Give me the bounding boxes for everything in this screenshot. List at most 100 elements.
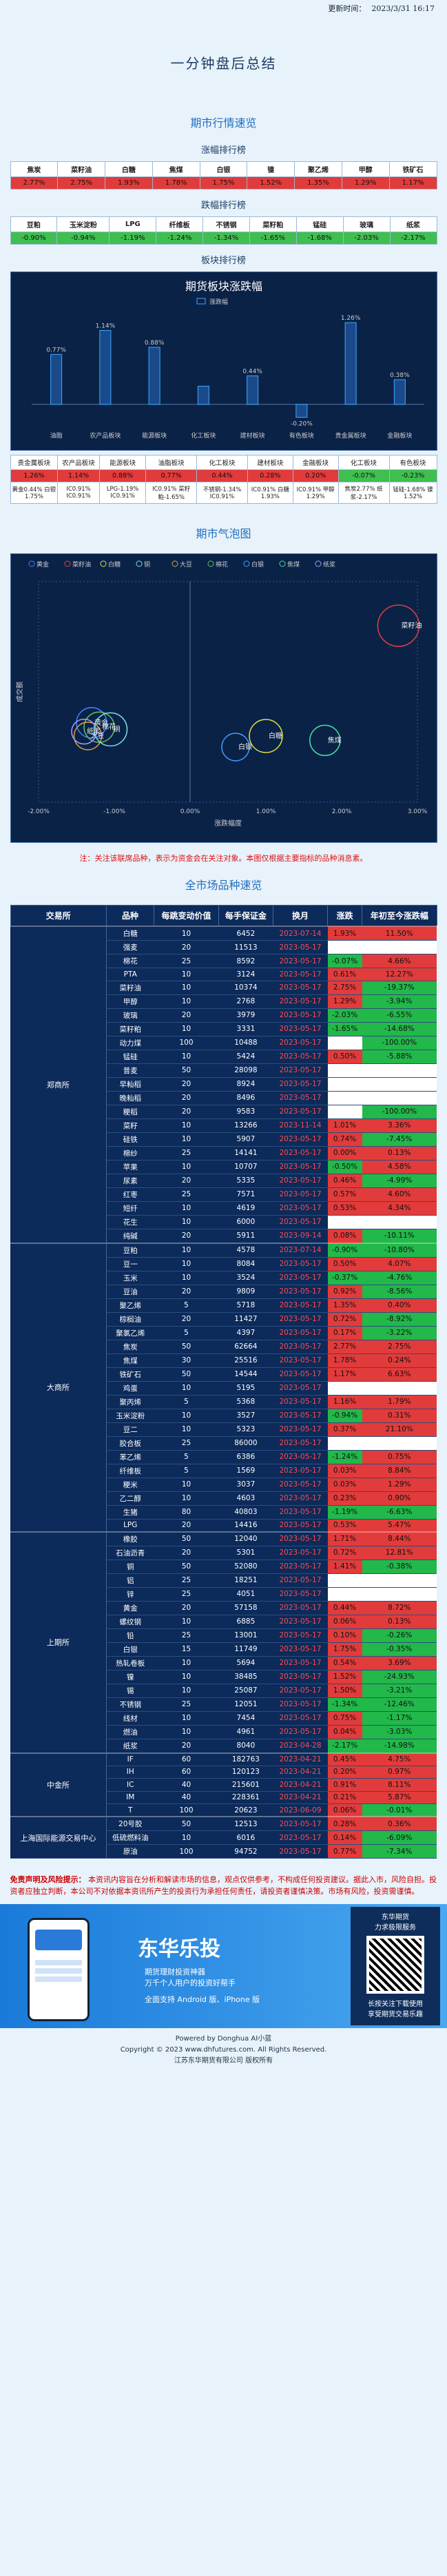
margin-value: 5323 (218, 1422, 273, 1437)
roll-date: 2023-05-17 (273, 1091, 328, 1105)
margin-value: 5424 (218, 1050, 273, 1064)
ytd-change: 0.31% (362, 1409, 437, 1423)
down-rank-pct: -0.94% (56, 232, 110, 245)
up-rank-pct: 1.93% (105, 176, 153, 190)
bar-data-label: -0.20% (290, 421, 312, 428)
category-tick-label: 建材板块 (240, 431, 264, 440)
margin-value: 8496 (218, 1091, 273, 1105)
roll-date: 2023-05-17 (273, 1573, 328, 1588)
product-name: 铜 (106, 1560, 154, 1574)
ytd-change: -6.09% (362, 1830, 437, 1845)
ytd-change: 8.84% (362, 1464, 437, 1478)
table-header: 品种 (105, 905, 155, 927)
product-name: 白糖 (106, 926, 154, 941)
ytd-change: -0.38% (362, 1560, 437, 1574)
bubble-label: 棉花 (102, 722, 116, 731)
roll-date: 2023-04-21 (273, 1752, 328, 1766)
product-name: IF (106, 1752, 154, 1766)
tick-value: 50 (154, 1531, 219, 1546)
product-name: 豆一 (106, 1257, 154, 1271)
ytd-change: -100.00% (362, 1036, 437, 1050)
bar-data-label: 0.44% (242, 368, 262, 375)
ytd-change: 0.36% (362, 1816, 437, 1831)
qr-code-icon[interactable] (366, 1936, 424, 1994)
legend-label: 菜籽油 (72, 560, 91, 569)
margin-value: 6386 (218, 1450, 273, 1464)
qr-sub2: 长按关注下载使用 (368, 2001, 423, 2008)
product-name: PTA (106, 968, 154, 981)
product-name: 橡胶 (106, 1531, 154, 1546)
ytd-change: 0.90% (362, 1491, 437, 1506)
legend-label: 涨跌幅 (209, 298, 228, 306)
legend-label: 白糖 (108, 560, 121, 569)
up-rank-name: 聚乙烯 (294, 161, 342, 177)
tick-value: 30 (154, 1353, 219, 1368)
table-row: 螺纹钢 10 6885 2023-05-17 0.06% 0.13% (10, 1615, 437, 1629)
tick-value: 5 (154, 1326, 219, 1340)
sector-strip-leader: IC0.91% 甲醇1.29% (292, 482, 339, 504)
margin-value: 94752 (218, 1844, 273, 1859)
daily-change: 1.75% (327, 1642, 362, 1657)
table-row: 棉纱 25 14141 2023-05-17 0.00% 0.13% (10, 1146, 437, 1161)
product-name: 锡 (106, 1684, 154, 1698)
daily-change: 0.00% (327, 1146, 362, 1161)
product-name: 生猪 (106, 1505, 154, 1520)
table-row: 豆二 10 5323 2023-05-17 0.37% 21.10% (10, 1422, 437, 1437)
table-row: 甲醇 10 2768 2023-05-17 1.29% -3.94% (10, 994, 437, 1009)
roll-date: 2023-05-17 (273, 1725, 328, 1739)
qr-title: 东华期货 (382, 1914, 409, 1921)
tick-value: 50 (154, 1063, 219, 1078)
sector-strip-name: 建材板块 (247, 455, 293, 470)
product-name: 玉米 (106, 1271, 154, 1285)
footer-powered: Powered by Donghua AI小蓝 (175, 2035, 272, 2043)
daily-change: -0.37% (327, 1271, 362, 1285)
x-tick-label: 1.00% (256, 808, 276, 815)
down-rank-pct: -1.68% (295, 232, 344, 245)
table-row: 纯碱 20 5911 2023-09-14 0.08% -10.11% (10, 1229, 437, 1243)
roll-date: 2023-05-17 (273, 1105, 328, 1119)
up-rank-name: 菜籽油 (57, 161, 106, 177)
daily-change: 0.06% (327, 1615, 362, 1629)
roll-date: 2023-05-17 (273, 1409, 328, 1423)
tick-value: 60 (154, 1766, 219, 1779)
legend-label: 焦煤 (287, 560, 300, 569)
sector-strip-leader: 不锈钢-1.34% IC0.91% (196, 482, 248, 504)
daily-change: 0.03% (327, 1464, 362, 1478)
daily-change: 0.50% (327, 1050, 362, 1064)
plot-area (38, 581, 417, 803)
tick-value: 50 (154, 1816, 219, 1831)
sector-strip-value: 0.77% (145, 469, 198, 482)
ytd-change: 5.87% (362, 1791, 437, 1804)
product-name: IC (106, 1778, 154, 1792)
table-row: 强麦 20 11513 2023-05-17 (10, 940, 437, 954)
bubble-point (93, 712, 127, 747)
down-rank-name: 豆粕 (10, 216, 58, 232)
ytd-change: -0.35% (362, 1642, 437, 1657)
app-banner[interactable]: 东华乐投 期货理财投资神器 万千个人用户的投资好帮手 全面支持 Android … (0, 1904, 447, 2028)
daily-change: 0.17% (327, 1326, 362, 1340)
table-row: 菜籽油 10 10374 2023-05-17 2.75% -19.37% (10, 981, 437, 995)
bubble-chart: 黄金 菜籽油 白糖铜大豆 棉花 白银 焦煤 纸浆-2.00% -1.00% 0.00% 1.00%… (15, 560, 428, 828)
table-row: 不锈钢 25 12051 2023-05-17 -1.34% -12.46% (10, 1697, 437, 1712)
sector-bar (50, 354, 62, 405)
daily-change: 0.14% (327, 1830, 362, 1845)
table-row: 动力煤 100 10488 2023-05-17 -100.00% (10, 1036, 437, 1050)
sector-bar (393, 379, 406, 405)
tick-value: 20 (154, 1008, 219, 1023)
ytd-change: -0.01% (362, 1803, 437, 1817)
tick-value: 25 (154, 1146, 219, 1161)
tick-value: 10 (154, 968, 219, 981)
tick-value: 20 (154, 1285, 219, 1299)
product-name: 纸浆 (106, 1739, 154, 1753)
phone-screen-line (35, 1960, 82, 1965)
table-row: 热轧卷板 10 5694 2023-05-17 0.54% 3.69% (10, 1656, 437, 1670)
tick-value: 10 (154, 1422, 219, 1437)
margin-value: 8040 (218, 1739, 273, 1753)
product-name: 聚氯乙烯 (106, 1326, 154, 1340)
legend-label: 铜 (144, 560, 150, 569)
roll-date: 2023-05-17 (273, 1215, 328, 1229)
tick-value: 10 (154, 1478, 219, 1492)
table-row: 原油 100 94752 2023-05-17 0.77% -7.34% (10, 1844, 437, 1859)
tick-value: 20 (154, 1174, 219, 1188)
legend-marker (136, 560, 142, 567)
